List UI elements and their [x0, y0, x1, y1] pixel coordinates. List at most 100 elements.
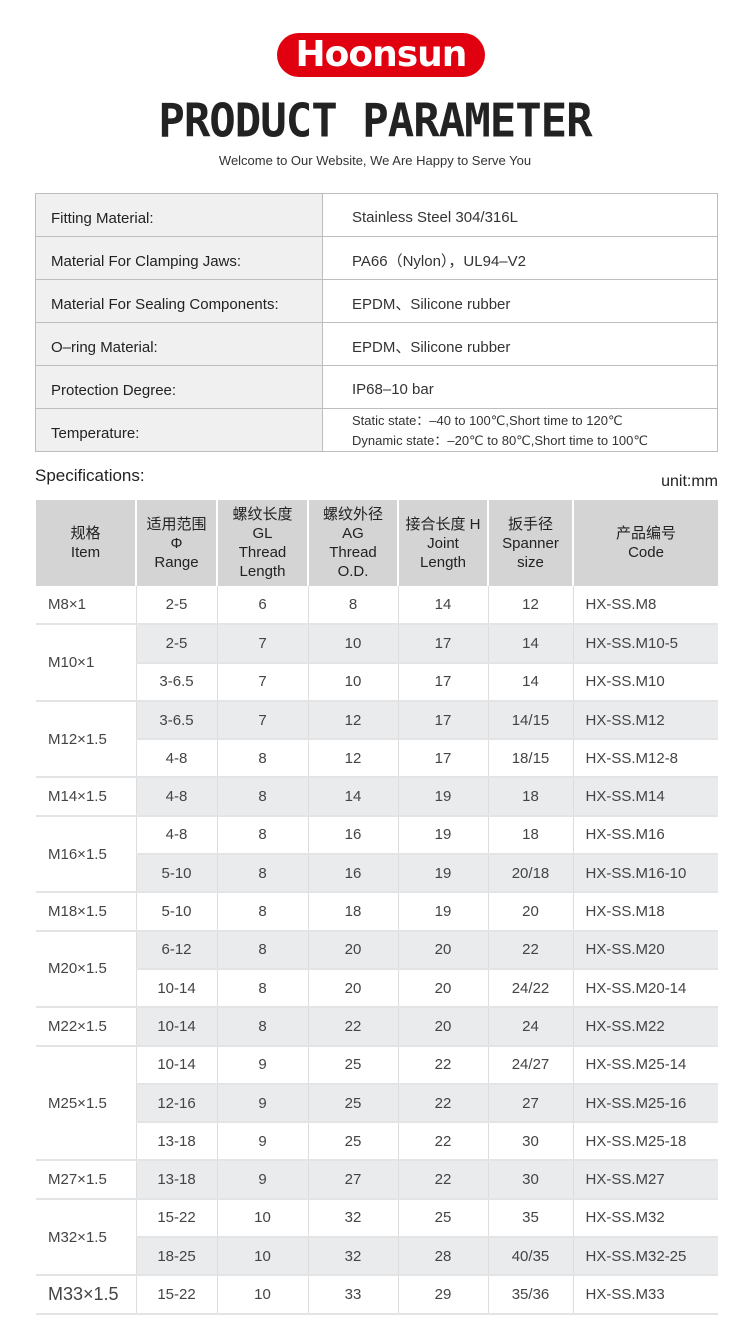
column-header: 螺纹长度 GL Thread Length	[217, 500, 309, 586]
spanner-size-cell: 24	[488, 1007, 574, 1047]
thread-od-cell: 16	[308, 815, 399, 856]
specifications-table: 规格 Item 适用范围 Φ Range 螺纹长度 GL Thread Length 螺纹外径 AG…	[36, 500, 718, 1315]
spanner-size-cell: 18	[488, 815, 574, 856]
table-row: M20×1.5 6-12 8 20 20 22 HX-SS.M20	[36, 930, 718, 1009]
joint-length-cell: 19	[398, 892, 489, 932]
parameter-value: Static state：–40 to 100℃,Short time to 1…	[322, 408, 718, 452]
column-header: 接合长度 H Joint Length	[398, 500, 489, 586]
code-cell: HX-SS.M33	[573, 1275, 718, 1315]
code-cell: HX-SS.M25-18	[573, 1122, 718, 1162]
page-title: PRODUCT PARAMETER	[158, 94, 592, 149]
column-header-line: Length	[420, 553, 466, 571]
item-cell: M10×1	[36, 624, 137, 702]
parameter-label: O–ring Material:	[35, 322, 323, 366]
spanner-size-cell: 14	[488, 662, 574, 702]
column-header-line: 接合长度 H	[405, 515, 481, 533]
item-cell: M14×1.5	[36, 777, 137, 817]
item-cell: M12×1.5	[36, 700, 137, 779]
thread-length-cell: 9	[217, 1160, 309, 1200]
joint-length-cell: 22	[398, 1083, 489, 1124]
parameter-row: Temperature: Static state：–40 to 100℃,Sho…	[35, 408, 718, 452]
item-cell: M18×1.5	[36, 892, 137, 932]
thread-length-cell: 7	[217, 624, 309, 664]
range-cell: 2-5	[136, 586, 218, 626]
joint-length-cell: 20	[398, 930, 489, 970]
thread-length-cell: 10	[217, 1275, 309, 1315]
table-row: M12×1.5 3-6.5 7 12 17 14/15 HX-SS.M12	[36, 700, 718, 779]
thread-od-cell: 8	[308, 586, 399, 626]
range-cell: 4-8	[136, 739, 218, 779]
thread-od-cell: 18	[308, 892, 399, 932]
item-cell: M8×1	[36, 586, 137, 626]
parameter-label: Material For Clamping Jaws:	[35, 236, 323, 280]
unit-label: unit:mm	[661, 473, 718, 490]
range-cell: 3-6.5	[136, 662, 218, 702]
thread-od-cell: 25	[308, 1045, 399, 1085]
column-header-line: GL	[252, 525, 273, 542]
column-header: 螺纹外径 AG Thread O.D.	[308, 500, 399, 586]
thread-od-cell: 10	[308, 624, 399, 664]
thread-od-cell: 14	[308, 777, 399, 817]
table-row: M33×1.5 15-22 10 33 29 35/36 HX-SS.M33	[36, 1275, 718, 1315]
range-cell: 13-18	[136, 1160, 218, 1200]
thread-length-cell: 8	[217, 815, 309, 856]
thread-length-cell: 9	[217, 1045, 309, 1085]
table-row: 4-8 8 12 17 18/15 HX-SS.M12-8	[36, 739, 718, 779]
parameter-value-line: EPDM、Silicone rubber	[352, 338, 511, 356]
table-row: 12-16 9 25 22 27 HX-SS.M25-16	[36, 1083, 718, 1124]
column-header-line: 螺纹外径	[322, 506, 383, 523]
parameter-row: Material For Sealing Components: EPDM、Sil…	[35, 279, 718, 323]
joint-length-cell: 19	[398, 815, 489, 856]
table-row: M8×1 2-5 6 8 14 12 HX-SS.M8	[36, 586, 718, 626]
range-cell: 10-14	[136, 968, 218, 1009]
spanner-size-cell: 12	[488, 586, 574, 626]
parameter-label: Temperature:	[35, 408, 323, 452]
joint-length-cell: 17	[398, 662, 489, 702]
spanner-size-cell: 24/22	[488, 968, 574, 1009]
column-header-line: 螺纹长度	[232, 506, 293, 523]
spanner-size-cell: 27	[488, 1083, 574, 1124]
table-row: M25×1.5 10-14 9 25 22 24/27 HX-SS.M25-14	[36, 1045, 718, 1162]
column-header-line: Φ	[170, 534, 183, 552]
code-cell: HX-SS.M20	[573, 930, 718, 970]
parameter-value-line: Static state：–40 to 100℃,Short time to 1…	[352, 413, 623, 428]
thread-length-cell: 6	[217, 586, 309, 626]
joint-length-cell: 19	[398, 854, 489, 894]
range-cell: 15-22	[136, 1198, 218, 1239]
column-header-line: Code	[628, 544, 664, 561]
range-cell: 3-6.5	[136, 700, 218, 741]
parameter-value-line: EPDM、Silicone rubber	[352, 295, 511, 313]
thread-length-cell: 8	[217, 777, 309, 817]
range-cell: 10-14	[136, 1007, 218, 1047]
column-header-line: 扳手径	[507, 515, 553, 533]
code-cell: HX-SS.M25-14	[573, 1045, 718, 1085]
item-cell: M16×1.5	[36, 815, 137, 894]
column-header-line: Length	[239, 563, 286, 580]
column-header-line: Range	[154, 553, 199, 571]
table-row: 10-14 8 20 20 24/22 HX-SS.M20-14	[36, 968, 718, 1009]
column-header-line: Thread	[329, 544, 377, 561]
column-header: 规格 Item	[36, 500, 137, 586]
code-cell: HX-SS.M32	[573, 1198, 718, 1239]
thread-od-cell: 12	[308, 700, 399, 741]
range-cell: 5-10	[136, 854, 218, 894]
thread-od-cell: 27	[308, 1160, 399, 1200]
spanner-size-cell: 20	[488, 892, 574, 932]
range-cell: 4-8	[136, 815, 218, 856]
joint-length-cell: 20	[398, 968, 489, 1009]
item-cell: M22×1.5	[36, 1007, 137, 1047]
joint-length-cell: 29	[398, 1275, 489, 1315]
range-cell: 13-18	[136, 1122, 218, 1162]
parameter-value-line: Dynamic state：–20℃ to 80℃,Short time to …	[352, 433, 648, 448]
column-header-line: Spanner	[502, 534, 559, 552]
column-header-line: 产品编号	[615, 525, 676, 542]
thread-length-cell: 10	[217, 1198, 309, 1239]
thread-od-cell: 32	[308, 1198, 399, 1239]
code-cell: HX-SS.M20-14	[573, 968, 718, 1009]
table-row: M10×1 2-5 7 10 17 14 HX-SS.M10-5	[36, 624, 718, 702]
parameter-row: Fitting Material: Stainless Steel 304/316…	[35, 193, 718, 237]
code-cell: HX-SS.M18	[573, 892, 718, 932]
code-cell: HX-SS.M32-25	[573, 1237, 718, 1277]
spanner-size-cell: 30	[488, 1122, 574, 1162]
joint-length-cell: 22	[398, 1160, 489, 1200]
